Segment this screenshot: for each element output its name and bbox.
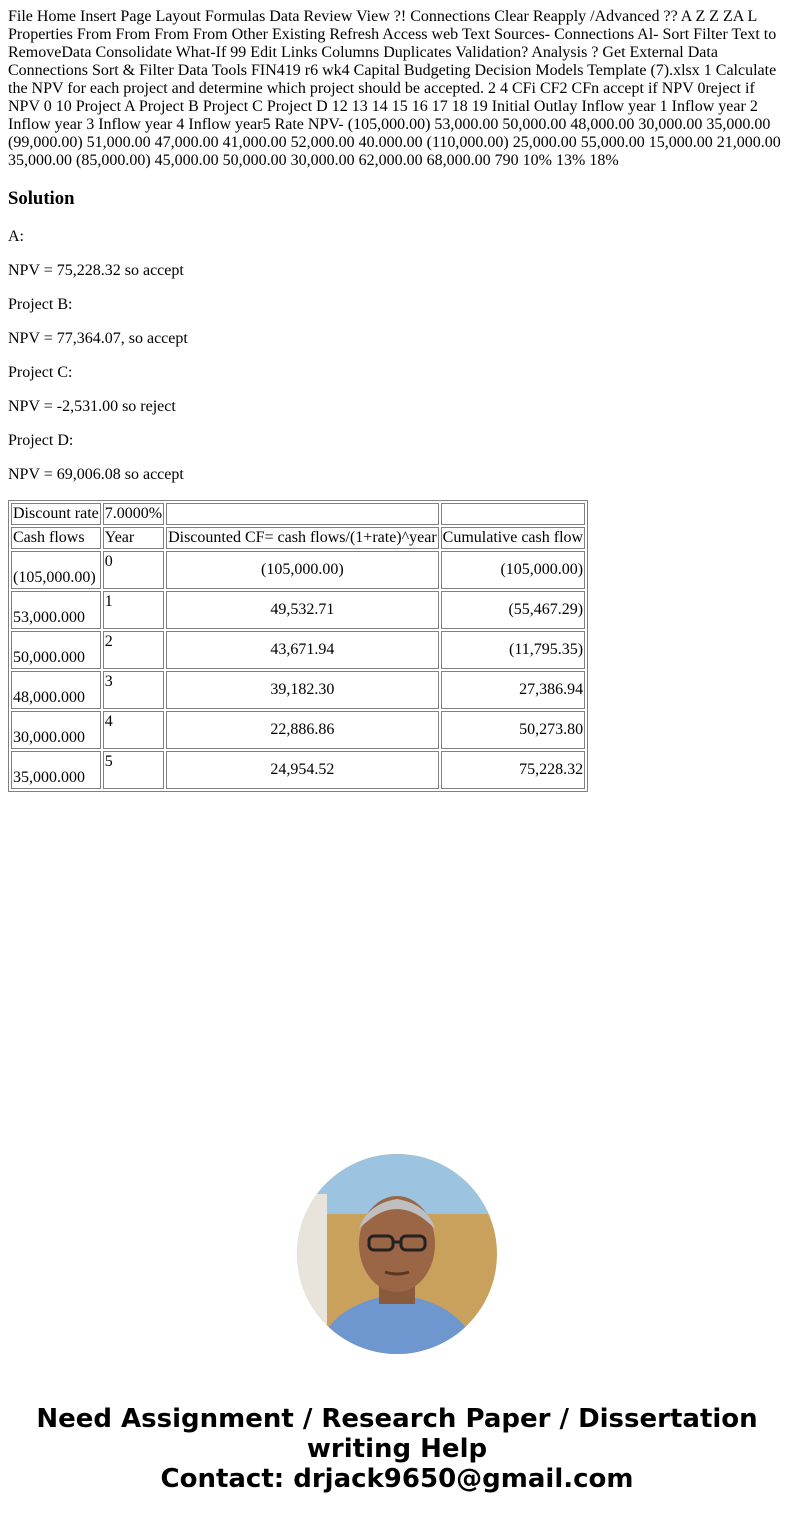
banner-contact: Contact: drjack9650@gmail.com xyxy=(160,1464,634,1494)
table-cell: 49,532.71 xyxy=(166,591,439,629)
table-cell: 5 xyxy=(102,751,165,789)
author-photo xyxy=(297,1154,497,1354)
table-cell: 75,228.32 xyxy=(440,751,586,789)
answer-line: Project D: xyxy=(8,432,74,449)
table-cell: 53,000.000 xyxy=(11,591,101,629)
banner-line: Need Assignment / Research Paper / Disse… xyxy=(36,1404,758,1434)
table-cell: 35,000.000 xyxy=(11,751,101,789)
header-cell: Cumulative cash flow xyxy=(440,527,586,549)
table-cell: 48,000.000 xyxy=(11,671,101,709)
table-cell: 1 xyxy=(102,591,165,629)
table-cell: 43,671.94 xyxy=(166,631,439,669)
table-cell: (105,000.00) xyxy=(11,551,101,589)
answer-line: NPV = -2,531.00 so reject xyxy=(8,398,176,415)
table-cell: 30,000.000 xyxy=(11,711,101,749)
table-row: 50,000.000 2 43,671.94 (11,795.35) xyxy=(11,631,586,669)
table-row: 53,000.000 1 49,532.71 (55,467.29) xyxy=(11,591,586,629)
table-cell: 22,886.86 xyxy=(166,711,439,749)
answers: A: NPV = 75,228.32 so accept Project B: … xyxy=(8,228,786,484)
table-cell: 2 xyxy=(102,631,165,669)
header-cell: Cash flows xyxy=(11,527,101,549)
table-cell: 4 xyxy=(102,711,165,749)
table-row: Discount rate 7.0000% xyxy=(11,503,586,525)
answer-line: Project B: xyxy=(8,296,73,313)
table-row: 30,000.000 4 22,886.86 50,273.80 xyxy=(11,711,586,749)
rate-label: Discount rate xyxy=(11,503,101,525)
table-cell: 24,954.52 xyxy=(166,751,439,789)
table-cell: (55,467.29) xyxy=(440,591,586,629)
header-cell: Year xyxy=(102,527,165,549)
rate-value: 7.0000% xyxy=(102,503,165,525)
table-cell: (105,000.00) xyxy=(166,551,439,589)
table-cell: (11,795.35) xyxy=(440,631,586,669)
header-cell: Discounted CF= cash flows/(1+rate)^year xyxy=(166,527,439,549)
answer-line: NPV = 75,228.32 so accept xyxy=(8,262,184,279)
table-cell: 27,386.94 xyxy=(440,671,586,709)
answer-line: NPV = 77,364.07, so accept xyxy=(8,330,188,347)
table-cell: 3 xyxy=(102,671,165,709)
table-cell: (105,000.00) xyxy=(440,551,586,589)
question-text: File Home Insert Page Layout Formulas Da… xyxy=(8,8,781,169)
answer-line: Project C: xyxy=(8,364,73,381)
answer-line: NPV = 69,006.08 so accept xyxy=(8,466,184,483)
npv-table: Discount rate 7.0000% Cash flows Year Di… xyxy=(8,500,589,792)
table-header-row: Cash flows Year Discounted CF= cash flow… xyxy=(11,527,586,549)
table-row: 35,000.000 5 24,954.52 75,228.32 xyxy=(11,751,586,789)
table-cell: 50,273.80 xyxy=(440,711,586,749)
banner-line: writing Help xyxy=(306,1434,488,1464)
contact-banner: Need Assignment / Research Paper / Disse… xyxy=(8,1404,786,1494)
table-cell: 0 xyxy=(102,551,165,589)
table-row: (105,000.00) 0 (105,000.00) (105,000.00) xyxy=(11,551,586,589)
table-cell: 50,000.000 xyxy=(11,631,101,669)
answer-line: A: xyxy=(8,228,24,245)
table-cell: 39,182.30 xyxy=(166,671,439,709)
table-row: 48,000.000 3 39,182.30 27,386.94 xyxy=(11,671,586,709)
solution-heading: Solution xyxy=(8,188,75,209)
